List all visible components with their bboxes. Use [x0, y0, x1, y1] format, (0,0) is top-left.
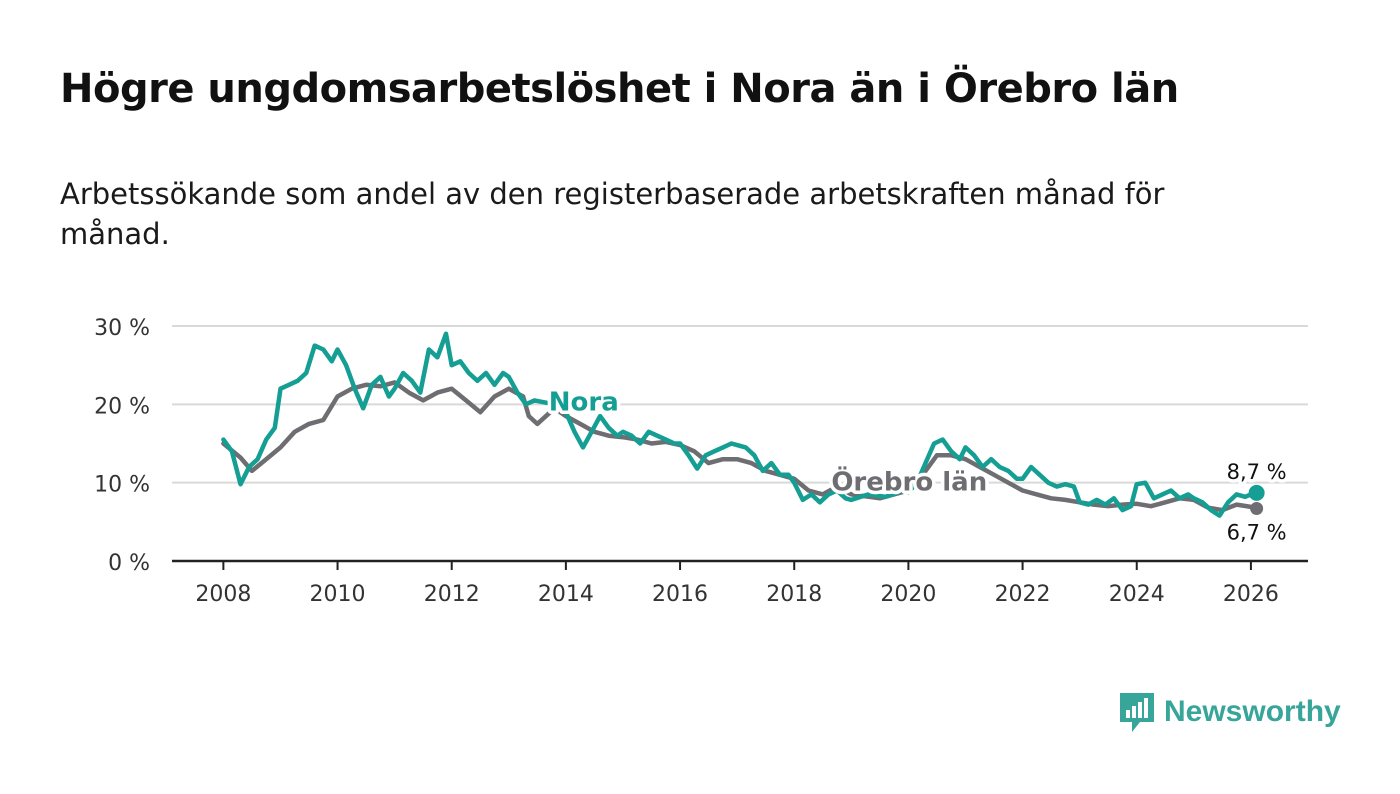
series-line-orebro-lan — [221, 380, 1259, 513]
x-tick-label: 2010 — [310, 582, 366, 607]
y-tick-label: 30 % — [94, 316, 150, 341]
y-axis: 0 % 10 % 20 % 30 % — [94, 316, 150, 576]
newsworthy-logo-icon — [1120, 693, 1154, 732]
end-value-label-nora: 8,7 % — [1227, 460, 1287, 484]
series-line-nora — [221, 331, 1259, 518]
chart-subtitle: Arbetssökande som andel av den registerb… — [60, 177, 1165, 251]
brand-name: Newsworthy — [1164, 695, 1341, 728]
x-tick-label: 2020 — [880, 582, 936, 607]
x-axis: 2008 2010 2012 2014 2016 2018 2020 2022 2024 2026 — [172, 559, 1308, 607]
brand-logo[interactable]: Newsworthy — [1118, 690, 1341, 734]
x-tick-label: 2014 — [538, 582, 594, 607]
y-tick-label: 0 % — [108, 551, 150, 576]
x-tick-label: 2008 — [195, 582, 251, 607]
series-label-nora: Nora — [549, 388, 619, 418]
x-tick-label: 2026 — [1223, 582, 1279, 607]
end-value-label-orebro-lan: 6,7 % — [1227, 521, 1287, 545]
x-tick-label: 2018 — [766, 582, 822, 607]
series-label-orebro-lan: Örebro län — [831, 465, 987, 498]
y-tick-label: 10 % — [94, 473, 150, 498]
series-lines — [221, 331, 1265, 518]
series-labels: Nora Örebro län 8,7 % 6,7 % — [545, 384, 1290, 548]
y-tick-label: 20 % — [94, 394, 150, 419]
end-marker-orebro-lan — [1250, 502, 1264, 516]
x-tick-label: 2024 — [1109, 582, 1165, 607]
x-tick-label: 2022 — [995, 582, 1051, 607]
x-tick-label: 2012 — [424, 582, 480, 607]
chart-title: Högre ungdomsarbetslöshet i Nora än i Ör… — [60, 66, 1179, 112]
x-tick-label: 2016 — [652, 582, 708, 607]
end-marker-nora — [1248, 484, 1265, 501]
